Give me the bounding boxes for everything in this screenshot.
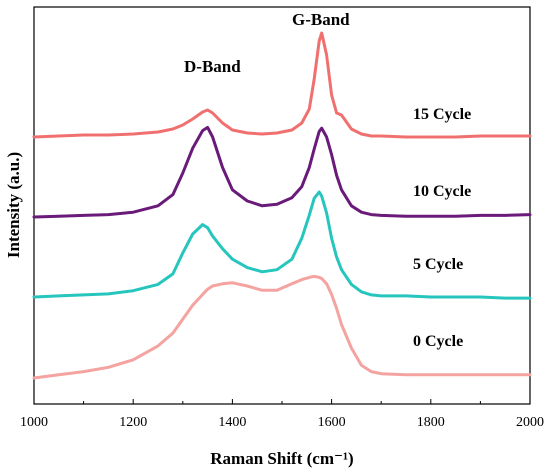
series-line-5-cycle (32, 190, 532, 300)
x-tick-label: 1000 (20, 415, 48, 430)
x-tick-label: 1400 (218, 415, 246, 430)
series-line-0-cycle (32, 274, 532, 380)
series-lines (32, 31, 532, 380)
series-line-10-cycle (32, 125, 532, 219)
series-label-5-cycle: 5 Cycle (413, 256, 463, 273)
series-label-0-cycle: 0 Cycle (413, 333, 463, 350)
series-labels: 0 Cycle 5 Cycle 10 Cycle 15 Cycle (413, 106, 471, 350)
x-axis-ticks: 1000 1200 1400 1600 1800 2000 (20, 399, 544, 430)
x-tick-label: 2000 (516, 415, 544, 430)
y-axis-title: Intensity (a.u.) (4, 152, 23, 258)
series-line-15-cycle (32, 31, 532, 139)
x-tick-label: 1600 (318, 415, 346, 430)
x-axis-title: Raman Shift (cm⁻¹) (210, 449, 353, 468)
d-band-annotation: D-Band (184, 57, 241, 76)
x-tick-label: 1200 (119, 415, 147, 430)
g-band-annotation: G-Band (292, 10, 350, 29)
series-label-15-cycle: 15 Cycle (413, 106, 471, 123)
series-label-10-cycle: 10 Cycle (413, 183, 471, 200)
x-tick-label: 1800 (417, 415, 445, 430)
